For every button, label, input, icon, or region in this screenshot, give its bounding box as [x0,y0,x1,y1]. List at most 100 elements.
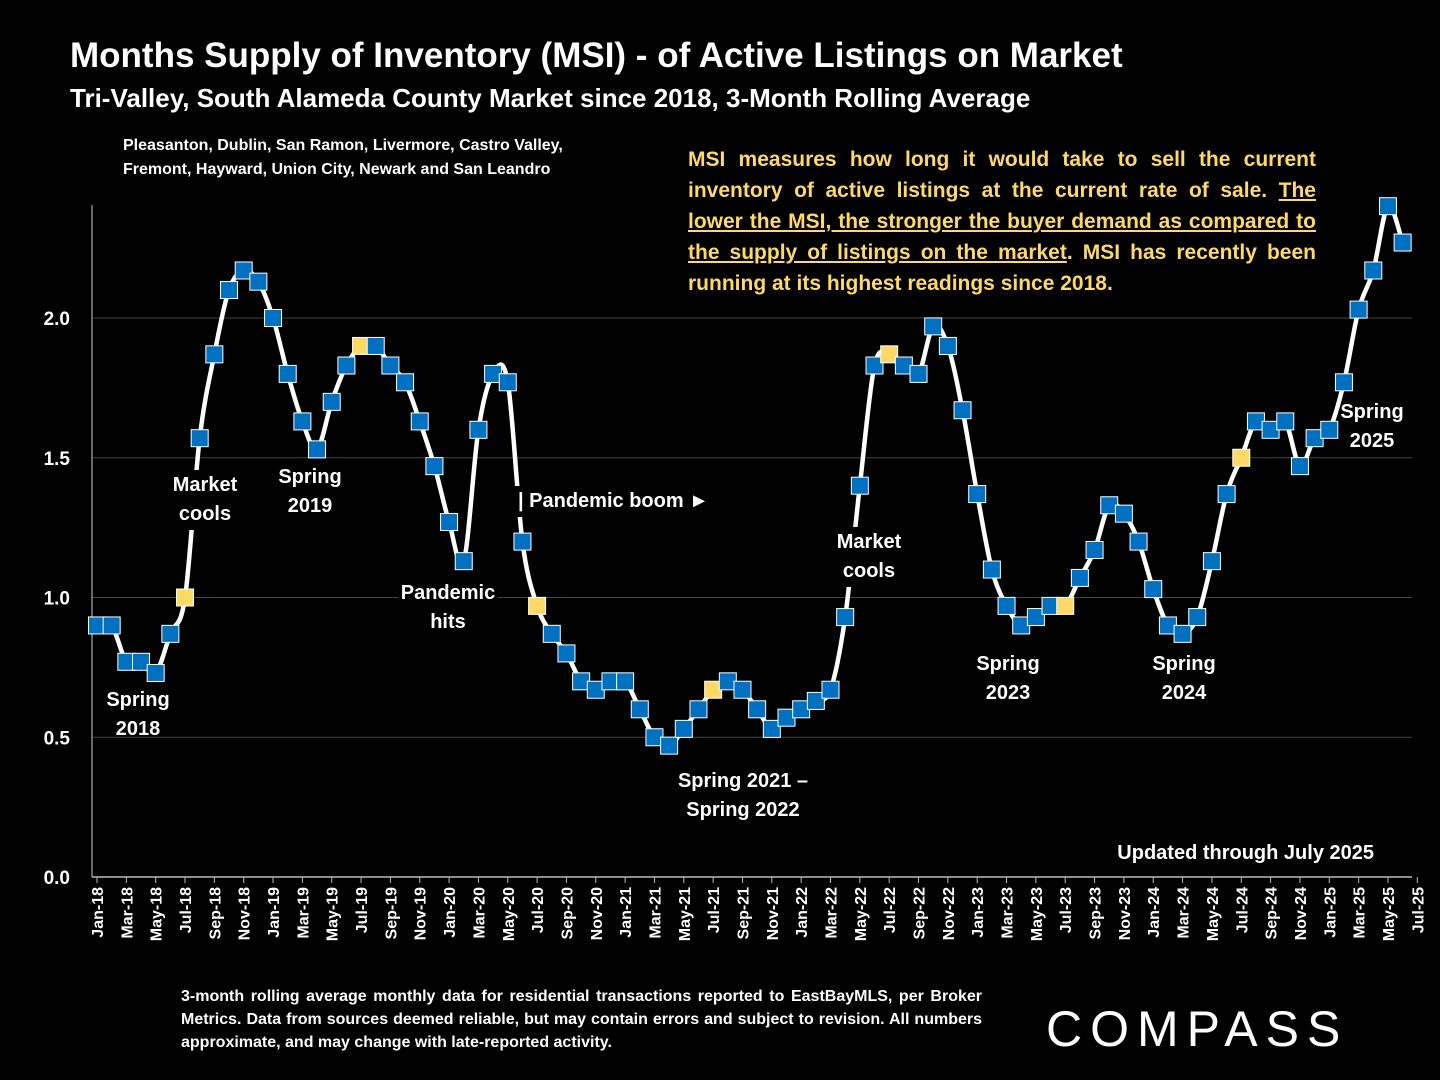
data-marker [454,552,473,571]
y-tick-label: 1.0 [44,589,70,610]
cities-line-1: Pleasanton, Dublin, San Ramon, Livermore… [123,137,563,154]
data-marker [733,680,752,699]
msi-explanation-part2: . MSI has recently been running at its h… [688,241,1316,295]
y-tick-label: 0.0 [44,868,70,889]
data-marker [1393,233,1412,252]
annotation-bg [830,527,908,587]
july-marker [1232,448,1251,467]
chart-title: Months Supply of Inventory (MSI) - of Ac… [70,36,1123,75]
annotation-line: Market [173,474,238,496]
x-tick-label: Jan-21 [618,887,635,938]
x-tick-label: Nov-19 [413,887,430,940]
x-tick-label: Mar-18 [119,887,136,939]
annotation-line: Spring [1340,401,1403,423]
annotation-line: Pandemic [401,582,495,604]
data-marker [806,691,825,710]
data-marker [953,401,972,420]
x-tick-label: May-24 [1205,887,1222,941]
data-marker [1349,300,1368,319]
data-marker [440,513,459,532]
annotation: Updated through July 2025 [1117,842,1374,864]
x-tick-label: May-25 [1381,887,1398,941]
data-marker [513,532,532,551]
x-tick-label: Mar-24 [1176,887,1193,939]
annotation-line: hits [430,611,466,633]
data-marker [1129,532,1148,551]
data-marker [1173,624,1192,643]
data-marker [469,420,488,439]
x-tick-label: Jul-23 [1058,887,1075,933]
annotation: Spring 2025 [1340,401,1403,452]
x-tick-label: Sep-24 [1264,887,1281,940]
x-tick-label: Sep-21 [735,887,752,940]
data-marker [997,596,1016,615]
data-marker [821,680,840,699]
footnote: 3-month rolling average monthly data for… [181,988,982,1051]
data-marker [938,336,957,355]
x-tick-label: Jul-18 [178,887,195,933]
x-tick-label: Mar-23 [1000,887,1017,939]
data-marker [366,336,385,355]
cities-list: Pleasanton, Dublin, San Ramon, Livermore… [123,134,563,182]
data-marker [660,736,679,755]
annotation: | Pandemic boom ► [514,486,718,517]
annotation: Spring 2023 [976,653,1039,704]
data-marker [146,663,165,682]
data-marker [102,616,121,635]
x-tick-label: May-20 [501,887,518,941]
x-tick-label: Jan-20 [442,887,459,938]
x-tick-label: Jan-23 [970,887,987,938]
annotation-bg [166,470,244,530]
x-tick-label: Jul-19 [354,887,371,933]
data-marker [836,608,855,627]
data-marker [982,560,1001,579]
annotation: Spring 2019 [278,466,341,517]
annotation-line: cools [179,503,231,525]
x-tick-label: Jul-24 [1234,887,1251,933]
annotation-line: Spring [1152,653,1215,675]
x-tick-label: Mar-22 [824,887,841,939]
y-axis: 0.0 0.5 1.0 1.5 2.0 [44,205,93,889]
y-tick-label: 2.0 [44,309,70,330]
data-marker [234,261,253,280]
compass-logo: COMPASS [1046,1001,1349,1057]
data-marker [630,700,649,719]
chart-annotations: Spring 2018 Market cools Spring 2019 Pandemic h… [106,401,1403,864]
annotation-line: 2023 [986,682,1031,704]
annotation-line: Market [837,531,902,553]
annotation-line: Spring [278,466,341,488]
july-marker [528,596,547,615]
msi-explanation: MSI measures how long it would take to s… [688,144,1316,299]
x-tick-label: May-23 [1029,887,1046,941]
x-tick-label: Nov-18 [237,887,254,940]
data-marker [1378,197,1397,216]
data-marker [1114,504,1133,523]
x-tick-label: Nov-20 [589,887,606,940]
annotation: Market cools [830,527,908,587]
data-marker [220,281,239,300]
data-marker [1217,485,1236,504]
x-tick-label: Sep-18 [207,887,224,940]
x-tick-label: May-21 [677,887,694,941]
x-tick-label: Sep-19 [383,887,400,940]
x-tick-label: Mar-20 [471,887,488,939]
data-marker [264,309,283,327]
annotation: Spring 2021 – Spring 2022 [678,770,808,821]
x-tick-label: Jan-24 [1146,887,1163,938]
x-tick-label: Jul-21 [706,887,723,933]
chart-subtitle: Tri-Valley, South Alameda County Market … [70,83,1031,113]
data-marker [762,719,781,738]
annotation-line: Spring 2022 [686,799,799,821]
data-marker [161,624,180,643]
data-marker [1188,608,1207,627]
data-marker [1085,540,1104,559]
msi-explanation-underlined: The lower the MSI, the stronger the buye… [688,179,1316,264]
data-marker [557,644,576,663]
annotation-bg [514,486,718,517]
y-tick-label: 1.5 [44,449,71,470]
data-marker [1320,420,1339,439]
data-marker [1144,580,1163,599]
x-tick-label: May-18 [149,887,166,941]
annotation-bg [398,578,498,638]
annotation-line: 2019 [288,495,333,517]
